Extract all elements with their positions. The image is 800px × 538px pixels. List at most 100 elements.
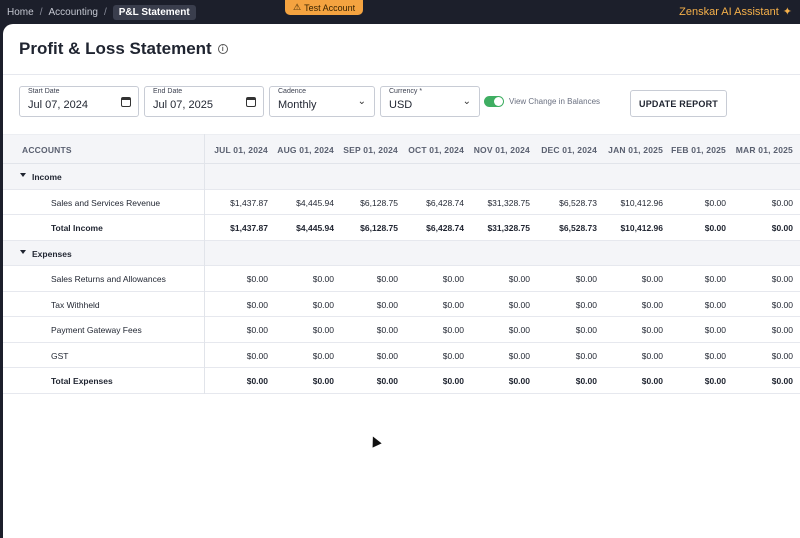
caret-down-icon[interactable] (20, 249, 26, 254)
amount-cell: $4,445.94 (296, 197, 334, 208)
view-change-toggle[interactable] (484, 96, 504, 107)
start-date-label: Start Date (26, 88, 62, 95)
ai-assistant-button[interactable]: Zenskar AI Assistant ✦ (679, 5, 792, 19)
sparkle-icon: ✦ (782, 6, 792, 18)
amount-cell: $6,128.75 (360, 197, 398, 208)
amount-cell: $4,445.94 (296, 223, 334, 233)
amount-cell: $0.00 (641, 299, 663, 310)
account-name: Total Income (51, 223, 103, 233)
amount-cell: $0.00 (376, 299, 398, 310)
amount-cell: $0.00 (575, 299, 597, 310)
breadcrumb: Home / Accounting / P&L Statement (7, 5, 196, 20)
breadcrumb-separator: / (39, 7, 43, 18)
amount-cell: $0.00 (641, 376, 663, 386)
amount-cell: $0.00 (575, 376, 597, 386)
calendar-icon[interactable] (121, 97, 131, 107)
ai-assistant-label: Zenskar AI Assistant (679, 5, 779, 18)
amount-cell: $0.00 (641, 350, 663, 361)
start-date-value: Jul 07, 2024 (28, 99, 88, 111)
amount-cell: $0.00 (508, 299, 530, 310)
amount-cell: $0.00 (376, 325, 398, 335)
caret-down-icon[interactable] (20, 173, 26, 177)
total-row: Total Expenses $0.00 $0.00 $0.00 $0.00 $0.00 $… (3, 368, 800, 394)
amount-cell: $0.00 (312, 274, 334, 284)
amount-cell: $6,528.73 (559, 197, 597, 208)
group-row[interactable]: Income (3, 164, 800, 190)
end-date-label: End Date (151, 88, 185, 95)
view-change-label: View Change in Balances (509, 97, 601, 106)
end-date-field[interactable]: End Date Jul 07, 2025 (144, 86, 264, 117)
amount-cell: $1,437.87 (230, 223, 268, 233)
amount-cell: $0.00 (246, 274, 268, 284)
amount-cell: $0.00 (704, 325, 726, 335)
amount-cell: $0.00 (575, 350, 597, 361)
amount-cell: $0.00 (771, 299, 793, 310)
title-row: Profit & Loss Statement i (19, 39, 228, 59)
amount-cell: $0.00 (771, 376, 793, 386)
amount-cell: $0.00 (771, 325, 793, 335)
amount-cell: $6,428.74 (426, 197, 464, 208)
breadcrumb-accounting[interactable]: Accounting (48, 7, 98, 18)
amount-cell: $31,328.75 (487, 197, 530, 208)
breadcrumb-separator: / (103, 7, 107, 18)
update-report-button[interactable]: UPDATE REPORT (630, 90, 727, 117)
currency-label: Currency * (387, 88, 425, 95)
table-row: Tax Withheld $0.00 $0.00 $0.00 $0.00 $0.00 $0.… (3, 292, 800, 317)
amount-cell: $0.00 (442, 376, 464, 386)
amount-cell: $0.00 (442, 325, 464, 335)
breadcrumb-home[interactable]: Home (7, 7, 34, 18)
amount-cell: $0.00 (508, 350, 530, 361)
table-row: Sales and Services Revenue $1,437.87 $4,44… (3, 190, 800, 215)
amount-cell: $0.00 (442, 274, 464, 284)
table-body: Income Sales and Services Revenue $1,437.8… (3, 164, 800, 394)
amount-cell: $0.00 (771, 197, 793, 208)
main-card: Profit & Loss Statement i Start Date Jul… (3, 24, 800, 538)
column-header: SEP 01, 2024 (343, 145, 398, 155)
amount-cell: $0.00 (442, 350, 464, 361)
view-change-toggle-wrap: View Change in Balances (484, 96, 600, 107)
test-account-label: Test Account (304, 2, 356, 13)
amount-cell: $0.00 (575, 274, 597, 284)
amount-cell: $0.00 (376, 350, 398, 361)
amount-cell: $1,437.87 (230, 197, 268, 208)
start-date-field[interactable]: Start Date Jul 07, 2024 (19, 86, 139, 117)
amount-cell: $0.00 (376, 376, 398, 386)
info-icon[interactable]: i (217, 44, 228, 54)
chevron-down-icon: ⌄ (462, 96, 471, 107)
column-header: JUL 01, 2024 (214, 145, 268, 155)
account-name: Tax Withheld (51, 299, 100, 310)
column-header: DEC 01, 2024 (541, 145, 597, 155)
amount-cell: $0.00 (704, 299, 726, 310)
column-header: AUG 01, 2024 (277, 145, 334, 155)
amount-cell: $0.00 (246, 350, 268, 361)
amount-cell: $0.00 (312, 350, 334, 361)
account-name: GST (51, 350, 69, 361)
accounts-header: ACCOUNTS (22, 145, 72, 155)
total-row: Total Income $1,437.87 $4,445.94 $6,128.75 $… (3, 215, 800, 241)
warning-icon: ⚠ (293, 2, 302, 12)
amount-cell: $0.00 (704, 223, 726, 233)
account-name: Payment Gateway Fees (51, 325, 142, 335)
divider (3, 74, 800, 75)
currency-select[interactable]: Currency * USD ⌄ (380, 86, 480, 117)
amount-cell: $6,528.73 (559, 223, 597, 233)
breadcrumb-current: P&L Statement (112, 5, 196, 20)
amount-cell: $0.00 (508, 376, 530, 386)
page-title: Profit & Loss Statement (19, 39, 212, 58)
amount-cell: $6,428.74 (426, 223, 464, 233)
amount-cell: $0.00 (312, 325, 334, 335)
amount-cell: $31,328.75 (487, 223, 530, 233)
amount-cell: $0.00 (771, 350, 793, 361)
account-name: Total Expenses (51, 376, 113, 386)
pl-table: ACCOUNTS JUL 01, 2024 AUG 01, 2024 SEP 01,… (3, 134, 800, 394)
group-row[interactable]: Expenses (3, 240, 800, 266)
amount-cell: $0.00 (508, 325, 530, 335)
amount-cell: $0.00 (312, 376, 334, 386)
cadence-value: Monthly (278, 99, 317, 111)
calendar-icon[interactable] (246, 97, 256, 107)
amount-cell: $0.00 (771, 274, 793, 284)
amount-cell: $0.00 (641, 274, 663, 284)
cadence-select[interactable]: Cadence Monthly ⌄ (269, 86, 375, 117)
account-name: Income (32, 172, 62, 182)
amount-cell: $0.00 (312, 299, 334, 310)
